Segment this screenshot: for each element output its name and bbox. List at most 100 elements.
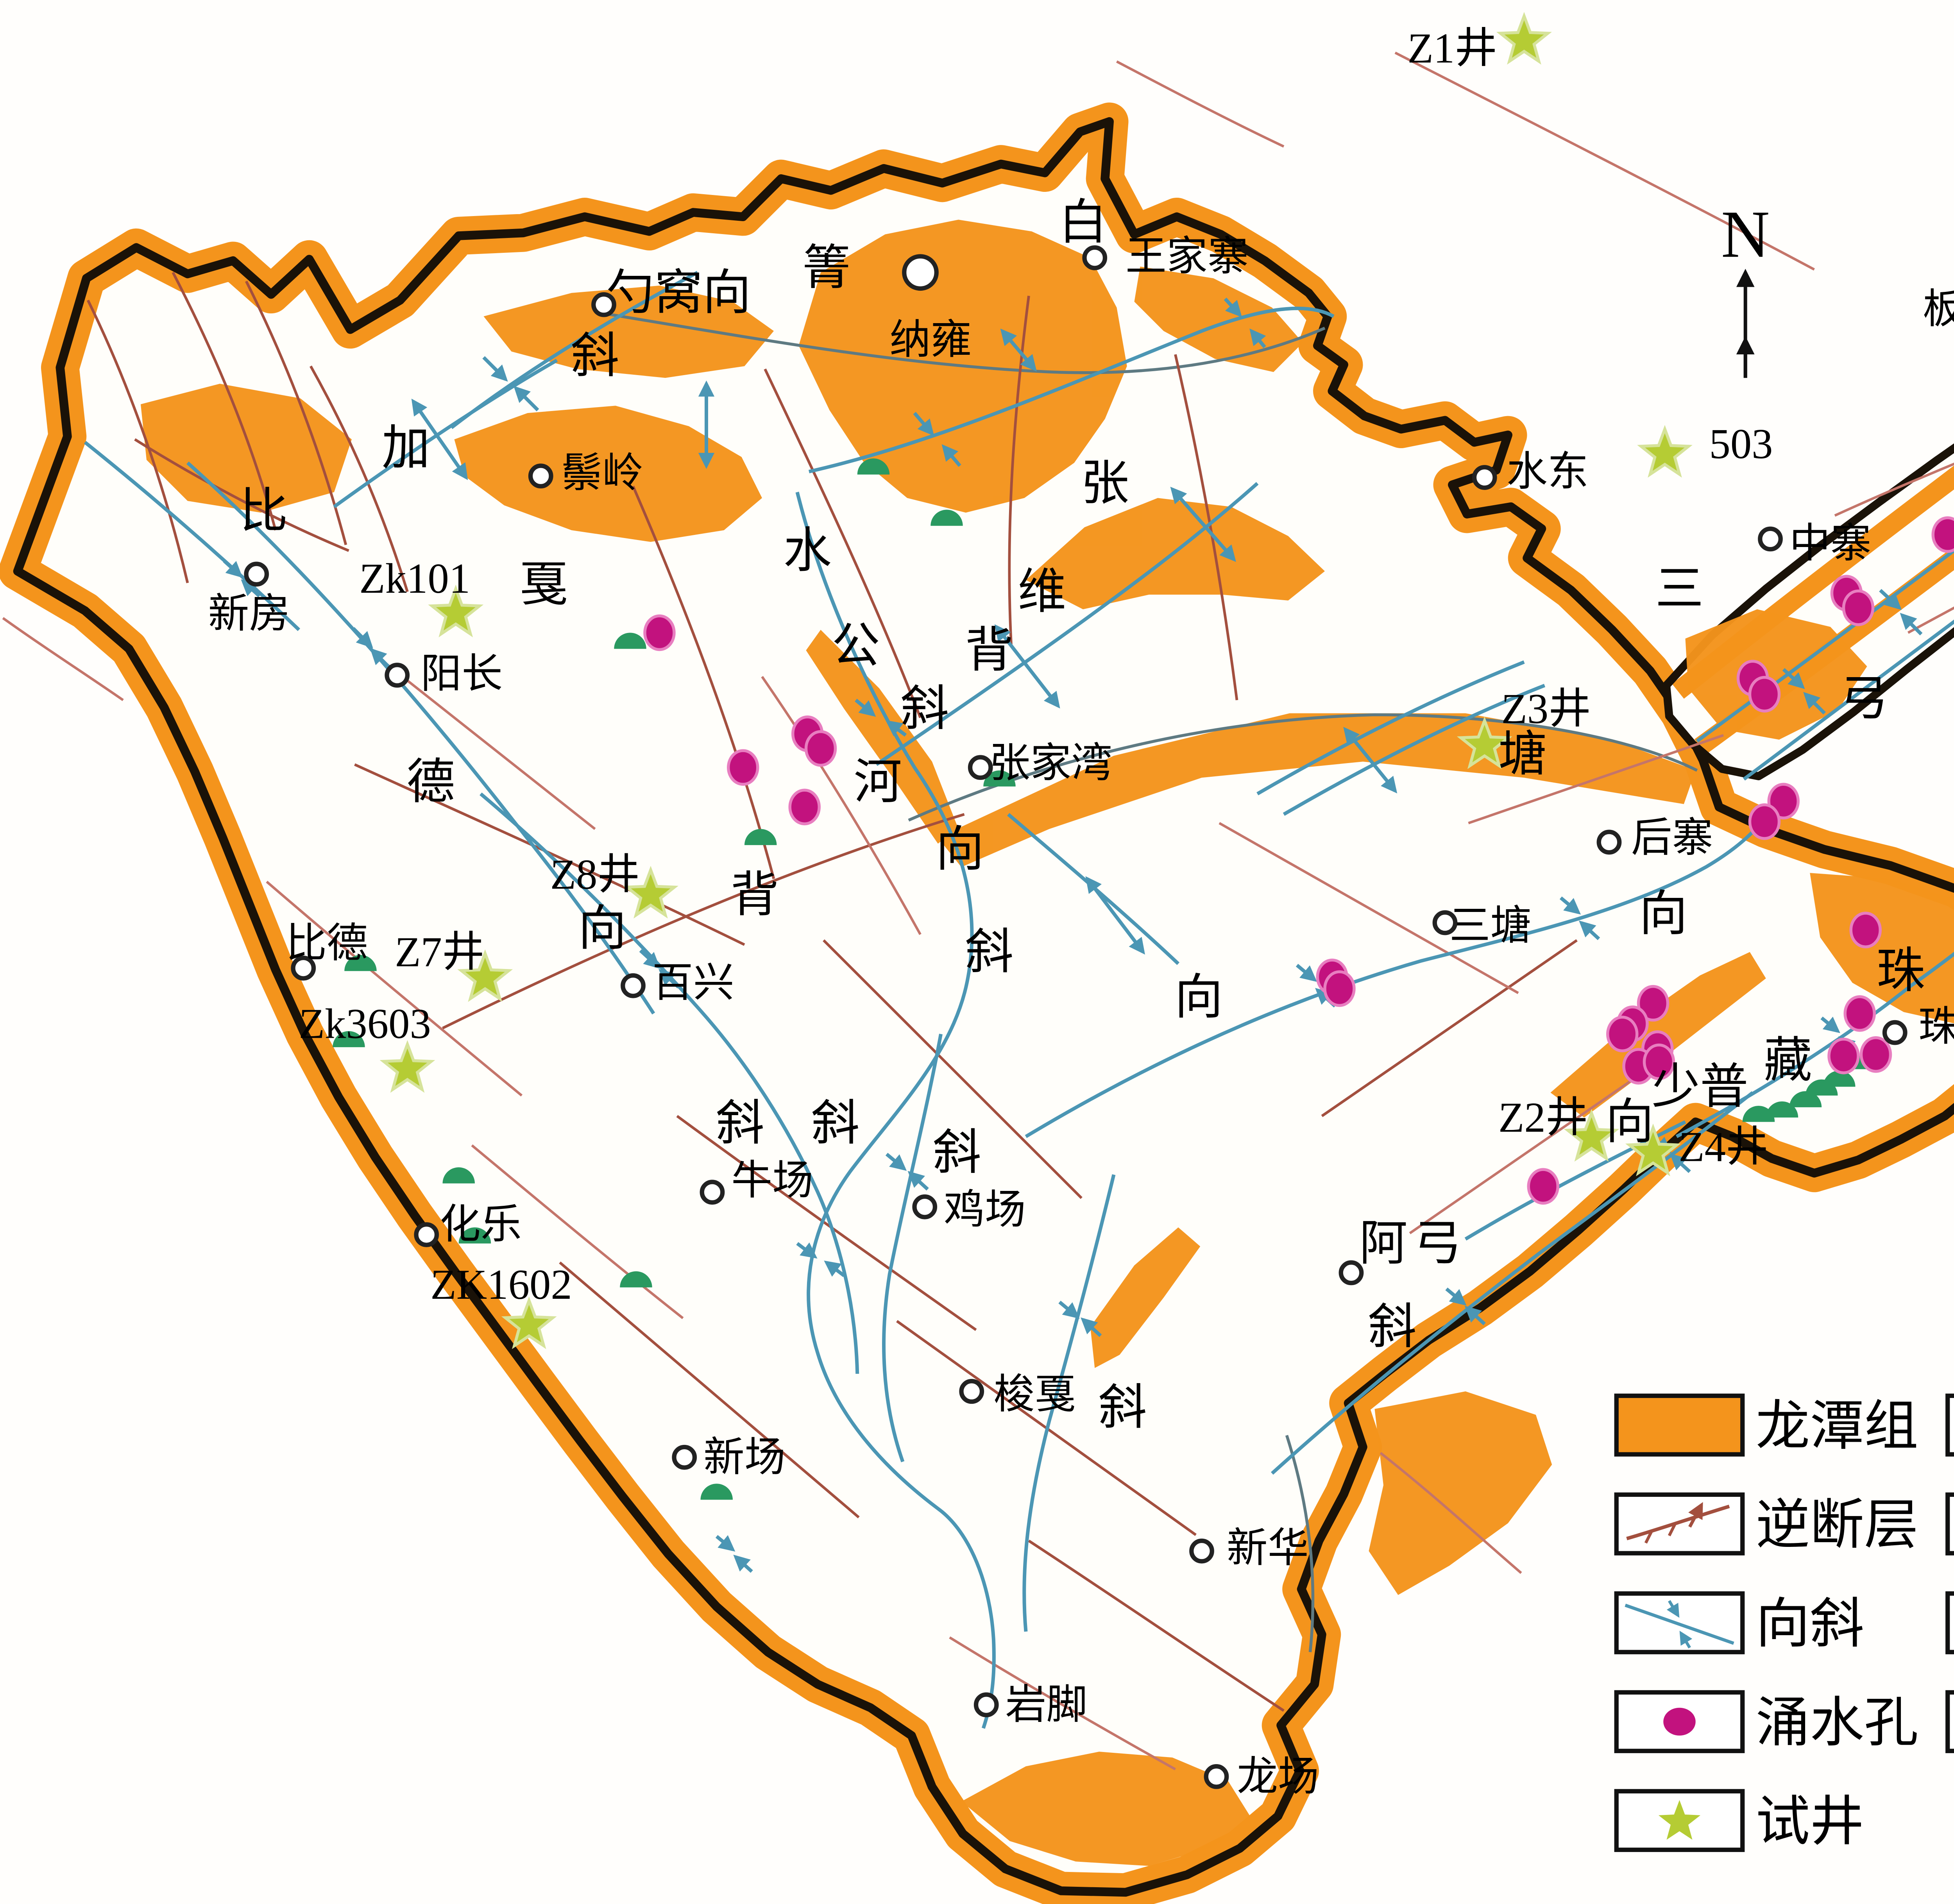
place-label: 新房 (208, 591, 290, 636)
fold-axis-line (84, 441, 301, 631)
place-marker (1596, 830, 1622, 855)
fold-axis-line (186, 461, 655, 1015)
fold-axis-label: 向 (1605, 1095, 1654, 1149)
place-marker (591, 292, 616, 317)
orange-patch (1810, 873, 1954, 1024)
leak-point-icon (1823, 1071, 1856, 1087)
place-marker (1758, 526, 1783, 552)
legend-item: 漏水点 (1945, 1690, 1954, 1753)
test-well-star (457, 949, 513, 1002)
legend-item: 龙潭组 (1614, 1393, 1918, 1457)
fault-line (442, 813, 965, 1030)
fold-axis-label: 斜 (1368, 1300, 1417, 1354)
fold-axis-label: 比 (240, 484, 288, 538)
legend-item: 逆断层 (1614, 1492, 1918, 1555)
fold-axis-label: 少普 (1652, 1060, 1748, 1114)
label-layer: 王家寨纳雍板桥琦陌水东织金中寨新房鬃岭阳长张家湾后寨三塘珠藏比德百兴牛场化乐鸡场… (208, 25, 1954, 1799)
surge-hole-icon (727, 749, 759, 786)
anticline-arrow (411, 399, 468, 480)
syncline-arrow (1249, 328, 1266, 349)
fold-axis-label: 弓 (1414, 1217, 1462, 1270)
legend-item: 地名 (1945, 1492, 1954, 1555)
well-label: Z7井 (395, 928, 485, 976)
fold-axis-line (1256, 660, 1525, 796)
well-label: Zk3603 (299, 1000, 431, 1048)
leak-point-icon (700, 1484, 733, 1500)
fold-axis-label: 白 (1059, 196, 1107, 249)
anticline-arrows (411, 328, 1398, 955)
place-marker (902, 254, 939, 291)
fault-line (676, 1115, 977, 1331)
place-marker (968, 755, 993, 780)
leak-point-icon (1742, 1106, 1775, 1122)
fold-axis-label: 河 (854, 755, 902, 809)
well-star-layer (379, 12, 1693, 1349)
surge-hole-icon (1527, 1168, 1559, 1205)
place-marker (1189, 1538, 1214, 1564)
fault-tick (1644, 1530, 1653, 1544)
fold-axis-label: 斜 (900, 682, 949, 736)
leak-point-icon (333, 1031, 365, 1048)
test-well-star (623, 865, 678, 919)
fold-axis-label: 斜 (1099, 1381, 1147, 1434)
legend-item: 背斜 (1945, 1591, 1954, 1654)
test-well-star (1564, 1109, 1619, 1162)
legend-label: 向斜 (1756, 1594, 1865, 1654)
test-well-star (1457, 716, 1512, 769)
fault-line (1028, 1539, 1285, 1712)
test-well-star (428, 585, 484, 638)
syncline-arrow (223, 560, 243, 578)
fault-line (1409, 1056, 1666, 1234)
test-well-star (1637, 425, 1693, 478)
surge-hole-icon (1827, 1037, 1860, 1074)
orange-patch (938, 713, 1696, 867)
surge-hole-icon (1859, 1036, 1892, 1073)
surge-hole-icon (1323, 970, 1356, 1007)
fault-line (1907, 606, 1954, 634)
syncline-arrow (1782, 668, 1805, 689)
fold-axis-label: 向 (578, 902, 626, 955)
fold-axis-label: 背 (730, 868, 779, 922)
place-marker (1338, 1260, 1364, 1285)
syncline-arrow (352, 627, 373, 648)
place-label: 水东 (1507, 449, 1589, 495)
surge-point-layer (643, 516, 1954, 1205)
fold-axis-label: 斜 (965, 925, 1013, 979)
syncline-arrow (482, 356, 508, 382)
place-label: 王家寨 (1126, 233, 1249, 279)
place-label: 中寨 (1789, 520, 1872, 566)
orange-patch (1685, 609, 1867, 740)
place-marker (700, 1180, 725, 1205)
place-marker (959, 1379, 984, 1404)
fold-axis-label: 箐 (802, 241, 851, 295)
syncline-arrow (658, 969, 680, 989)
legend-swatch-box (1945, 1690, 1954, 1753)
syncline-arrow (855, 699, 876, 717)
fold-axis-label: 三 (1655, 562, 1704, 615)
well-label: Zk101 (359, 555, 470, 602)
test-well-star (1625, 1123, 1681, 1176)
well-label: 503 (1709, 420, 1773, 467)
fault-line (310, 365, 409, 592)
normal-fault-lines (2, 52, 1954, 1770)
anticline-arrow (994, 624, 1060, 709)
place-label: 鬃岭 (561, 450, 643, 496)
fold-axis-label: 加 (382, 422, 430, 475)
place-label: 板桥 (1923, 286, 1954, 332)
surge-hole-icon (1842, 589, 1875, 626)
fold-axis-label: 向 (1175, 971, 1223, 1024)
syncline-arrow (1669, 1153, 1691, 1173)
place-label: 新场 (703, 1434, 786, 1480)
orange-patch (454, 406, 762, 542)
legend-item: 试井 (1614, 1789, 1864, 1852)
place-circle-layer (244, 245, 1907, 1789)
syncline-arrow (1900, 613, 1923, 636)
fault-line (471, 1144, 684, 1319)
leak-point-icon (983, 770, 1016, 787)
fault-line (1321, 939, 1578, 1117)
fold-axis-label: 向 (1639, 887, 1687, 941)
fault-arrow (1688, 1502, 1703, 1528)
syncline-arrow (913, 412, 934, 436)
orange-patch (1369, 1391, 1552, 1595)
